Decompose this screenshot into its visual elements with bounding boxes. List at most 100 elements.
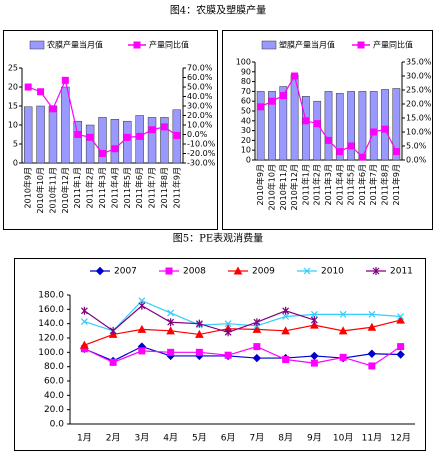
marker <box>310 359 318 367</box>
marker <box>396 315 405 324</box>
y2-tick-label: 50.0% <box>187 83 213 92</box>
bar <box>279 86 288 161</box>
x-tick-label: 2011年8月 <box>159 167 169 208</box>
marker <box>338 326 348 335</box>
y-tick-label: 90 <box>241 67 251 76</box>
marker <box>167 309 175 317</box>
marker <box>268 97 276 105</box>
x-tick-label: 2011年1月 <box>300 164 310 205</box>
marker <box>109 326 117 335</box>
marker <box>257 103 265 111</box>
marker <box>336 148 344 156</box>
marker <box>224 351 232 359</box>
bar <box>98 117 107 164</box>
marker <box>396 350 405 359</box>
marker <box>357 41 365 49</box>
y-tick-label: 0 <box>246 156 251 165</box>
y2-tick-label: 15.0% <box>406 114 432 123</box>
x-tick-label: 2010年12月 <box>60 167 70 214</box>
marker <box>166 326 175 335</box>
y-tick-label: 20.0 <box>44 405 64 415</box>
x-tick-label: 2010年9月 <box>255 164 265 205</box>
x-tick-label: 9月 <box>307 433 322 444</box>
marker <box>173 131 181 139</box>
marker <box>370 128 378 136</box>
marker <box>397 343 405 351</box>
marker <box>24 83 32 91</box>
y2-tick-label: -20.0% <box>187 149 216 158</box>
y2-tick-label: 10.0% <box>406 128 432 137</box>
legend-label: 产量同比值 <box>149 40 189 50</box>
marker <box>397 313 405 320</box>
y2-tick-label: 30.0% <box>406 72 432 81</box>
marker <box>111 145 119 153</box>
y-tick-label: 100.0 <box>38 348 64 358</box>
y-tick-label: 140.0 <box>38 319 64 329</box>
marker <box>281 326 290 335</box>
legend-swatch <box>261 40 277 50</box>
marker <box>282 313 290 320</box>
marker <box>313 120 321 128</box>
marker <box>80 318 88 325</box>
legend-label: 2010 <box>321 267 344 277</box>
legend-label: 2009 <box>252 267 275 277</box>
x-tick-label: 2011年3月 <box>97 167 107 208</box>
x-tick-label: 2011年9月 <box>391 164 401 205</box>
x-tick-label: 3月 <box>135 433 150 444</box>
legend-label: 产量同比值 <box>373 40 413 50</box>
legend-label: 农膜产量当月值 <box>47 40 103 50</box>
marker <box>392 148 400 156</box>
bar <box>73 120 82 164</box>
marker <box>291 72 299 80</box>
marker <box>310 316 318 325</box>
x-tick-label: 10月 <box>333 433 353 444</box>
y-tick-label: 20 <box>241 136 251 145</box>
y-tick-label: 70 <box>241 87 251 96</box>
y-tick-label: 5 <box>13 140 18 149</box>
y-tick-label: 80.0 <box>44 362 64 372</box>
marker <box>80 306 88 315</box>
bar <box>48 105 58 164</box>
marker <box>165 267 173 275</box>
marker <box>95 266 105 276</box>
bar <box>313 100 322 161</box>
y2-tick-label: 70.0% <box>187 64 213 73</box>
y-tick-label: 180.0 <box>38 291 64 301</box>
marker <box>133 41 141 49</box>
bar <box>268 91 276 161</box>
x-tick-label: 2011年6月 <box>134 167 144 208</box>
legend-swatch <box>29 40 45 50</box>
y-tick-label: 60 <box>241 97 251 106</box>
x-tick-label: 8月 <box>278 433 293 444</box>
y-tick-label: 30 <box>241 126 251 135</box>
x-tick-label: 2011年7月 <box>147 167 157 208</box>
y2-tick-label: 60.0% <box>187 73 213 82</box>
x-tick-label: 2010年10月 <box>266 164 276 211</box>
x-tick-label: 2011年7月 <box>368 164 378 205</box>
bar <box>147 117 157 164</box>
marker <box>302 117 310 125</box>
series-line <box>84 345 401 362</box>
marker <box>61 76 69 84</box>
x-tick-label: 2011年2月 <box>85 167 95 208</box>
x-tick-label: 7月 <box>250 433 265 444</box>
marker <box>282 306 290 315</box>
y-tick-label: 120.0 <box>38 334 64 344</box>
bar <box>110 119 120 164</box>
y-tick-label: 25 <box>8 64 18 73</box>
marker <box>367 322 377 331</box>
y-tick-label: 50 <box>241 107 251 116</box>
bar <box>302 96 310 161</box>
x-tick-label: 6月 <box>221 433 236 444</box>
marker <box>224 328 232 337</box>
x-tick-label: 4月 <box>163 433 178 444</box>
marker <box>167 348 175 356</box>
x-tick-label: 2010年11月 <box>278 164 288 211</box>
marker <box>74 131 82 138</box>
bar <box>392 88 401 161</box>
y2-tick-label: 20.0% <box>406 100 432 109</box>
marker <box>310 310 318 318</box>
series-line <box>84 319 401 346</box>
marker <box>367 349 377 358</box>
marker <box>279 92 287 100</box>
